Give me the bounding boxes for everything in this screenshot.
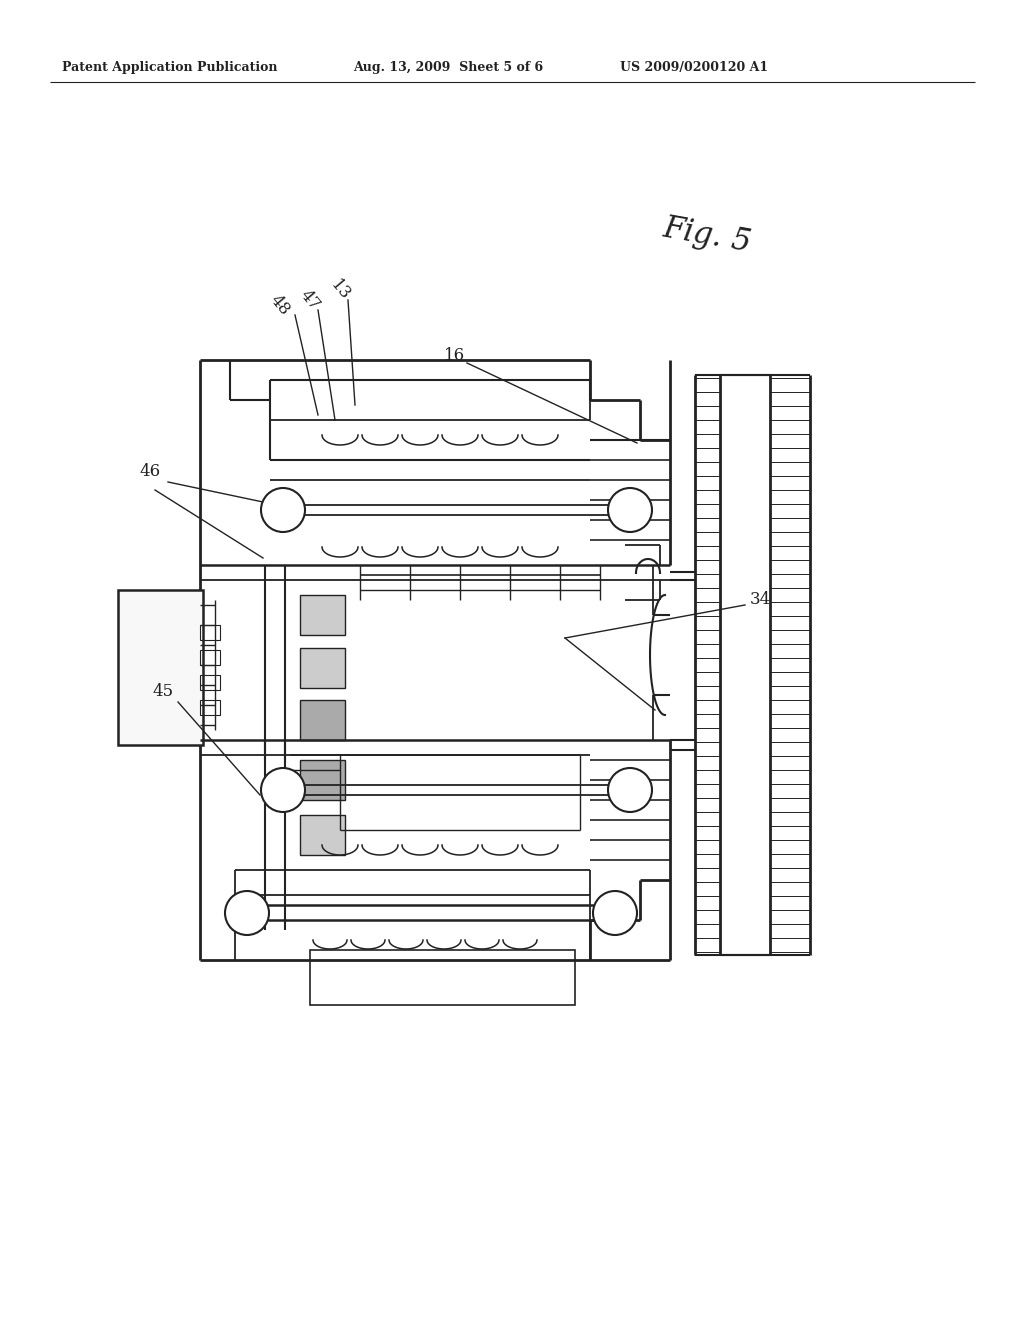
Text: 46: 46 (139, 463, 161, 480)
Text: 13: 13 (327, 276, 353, 304)
Text: Patent Application Publication: Patent Application Publication (62, 62, 278, 74)
Text: Fig. 5: Fig. 5 (660, 213, 754, 257)
Text: US 2009/0200120 A1: US 2009/0200120 A1 (620, 62, 768, 74)
Circle shape (261, 768, 305, 812)
Bar (300, 760, 345, 800)
Bar (300, 814, 345, 855)
Text: 16: 16 (444, 346, 466, 363)
Bar (300, 700, 345, 741)
Bar (200, 700, 220, 715)
Bar (300, 595, 345, 635)
Bar (200, 624, 220, 640)
Circle shape (608, 488, 652, 532)
Text: 34: 34 (750, 591, 771, 609)
Text: Aug. 13, 2009  Sheet 5 of 6: Aug. 13, 2009 Sheet 5 of 6 (353, 62, 543, 74)
Bar (310, 950, 575, 1005)
Bar (118, 590, 203, 744)
Text: 48: 48 (266, 292, 293, 318)
Circle shape (593, 891, 637, 935)
Circle shape (225, 891, 269, 935)
Circle shape (261, 488, 305, 532)
Bar (200, 649, 220, 665)
Text: 45: 45 (153, 684, 173, 701)
Bar (200, 675, 220, 690)
Circle shape (608, 768, 652, 812)
Text: 47: 47 (297, 286, 324, 314)
Bar (300, 648, 345, 688)
